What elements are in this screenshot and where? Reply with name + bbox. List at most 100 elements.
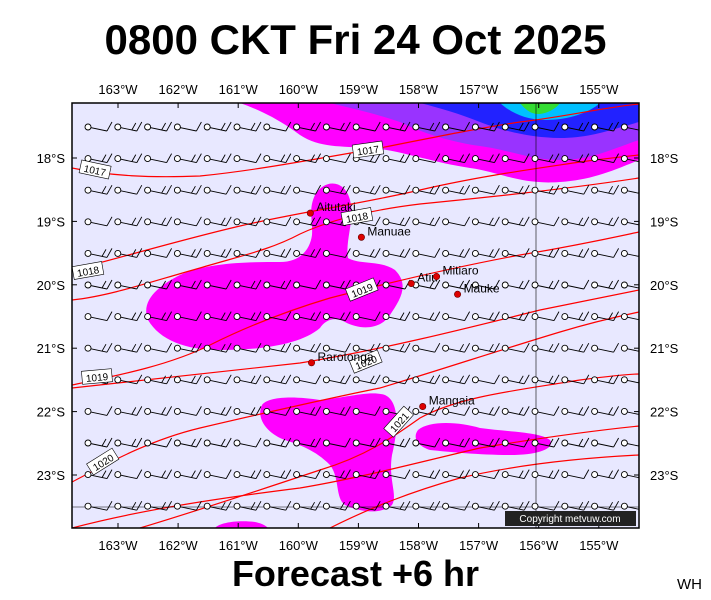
wind-barb (591, 500, 619, 511)
wind-barb (501, 153, 530, 164)
wind-barb (561, 121, 590, 132)
lat-label-left: 19°S (37, 214, 66, 229)
wind-barb (114, 311, 143, 322)
wind-barb (144, 153, 172, 164)
wind-barb (531, 406, 560, 416)
wind-barb (263, 469, 292, 480)
wind-barb (173, 248, 202, 258)
wind-barb (412, 406, 441, 416)
wind-barb (620, 376, 639, 384)
wind-barb (620, 249, 639, 257)
wind-barb (293, 469, 321, 480)
wind-barb (114, 216, 143, 227)
wind-barb (382, 279, 411, 290)
wind-barb (233, 374, 262, 385)
wind-barb (412, 216, 441, 227)
wind-barb (501, 374, 530, 385)
wind-barb (412, 374, 441, 385)
wind-barb (322, 406, 351, 416)
lon-label-bottom: 157°W (459, 538, 499, 553)
wind-barb (203, 437, 232, 448)
wind-barb (293, 279, 321, 290)
wind-barb (382, 248, 411, 258)
wind-barb (114, 184, 143, 195)
wind-barb (531, 216, 560, 227)
isobar-line (72, 177, 639, 301)
wind-barb (293, 311, 321, 322)
lat-label-right: 22°S (650, 405, 679, 420)
wind-barb (114, 406, 143, 416)
wind-barb (531, 311, 560, 322)
wind-barb (144, 406, 172, 416)
wind-barb (263, 121, 292, 132)
wind-barb (173, 184, 202, 195)
isobar-label: 1018 (340, 207, 374, 226)
wind-barb (471, 121, 500, 132)
lon-label-top: 160°W (279, 82, 319, 97)
wind-barb (233, 153, 262, 164)
wind-barb (591, 406, 619, 416)
lon-label-bottom: 156°W (519, 538, 559, 553)
rain-area-southeast (415, 423, 551, 455)
isobar-line (72, 289, 639, 389)
wind-barb (442, 153, 470, 164)
wind-barb (412, 153, 441, 164)
wind-barb (561, 153, 590, 164)
wind-barb (471, 342, 500, 353)
wind-barb (263, 342, 292, 353)
wind-barb (501, 311, 530, 322)
wind-barb (263, 279, 292, 290)
wind-barb (531, 500, 560, 511)
wind-barb (144, 216, 172, 227)
wind-barb (293, 342, 321, 353)
wind-barb (561, 500, 590, 511)
place-marker (419, 403, 427, 411)
wind-barb (620, 439, 639, 447)
lat-label-right: 19°S (650, 214, 679, 229)
wind-barb (173, 121, 202, 132)
wind-barb (620, 186, 639, 194)
wind-barb (84, 437, 113, 448)
lat-label-left: 22°S (37, 405, 66, 420)
wind-barb (293, 248, 321, 258)
wind-barb (382, 121, 411, 132)
wind-barb (352, 121, 381, 132)
wind-barb (501, 342, 530, 353)
wind-barb (144, 374, 172, 385)
wind-barb (382, 311, 411, 322)
wind-barb (293, 216, 321, 227)
wind-barb (114, 153, 143, 164)
wind-barb (382, 374, 411, 385)
wind-barb (561, 279, 590, 290)
wind-barb (84, 279, 113, 290)
lon-label-top: 157°W (459, 82, 499, 97)
wind-barb (144, 469, 172, 480)
wind-barb (471, 184, 500, 195)
map-axes: 163°W 163°W 162°W 162°W 161°W 161°W 160°W 160°W… (37, 82, 679, 553)
wind-barb (322, 374, 351, 385)
wind-barb (471, 469, 500, 480)
wind-barb (382, 342, 411, 353)
wind-barb (114, 374, 143, 385)
place-label: Manuae (367, 224, 411, 238)
wind-barb (501, 406, 530, 416)
wind-barb (144, 279, 172, 290)
wind-barb (442, 469, 470, 480)
wind-barb (322, 279, 351, 290)
wind-barb (620, 502, 639, 510)
wind-barb (84, 469, 113, 480)
wind-barb (591, 248, 619, 258)
wind-barb (412, 500, 441, 511)
wind-barb (322, 248, 351, 258)
wind-barb (173, 342, 202, 353)
wind-barb (382, 469, 411, 480)
place-marker (407, 280, 415, 288)
wind-barb (263, 500, 292, 511)
wind-barb (322, 121, 351, 132)
wind-barb (263, 406, 292, 416)
lat-label-left: 20°S (37, 278, 66, 293)
forecast-label: Forecast +6 hr (231, 553, 480, 594)
wind-barb (531, 342, 560, 353)
wind-barb (203, 311, 232, 322)
wind-barb (233, 121, 262, 132)
